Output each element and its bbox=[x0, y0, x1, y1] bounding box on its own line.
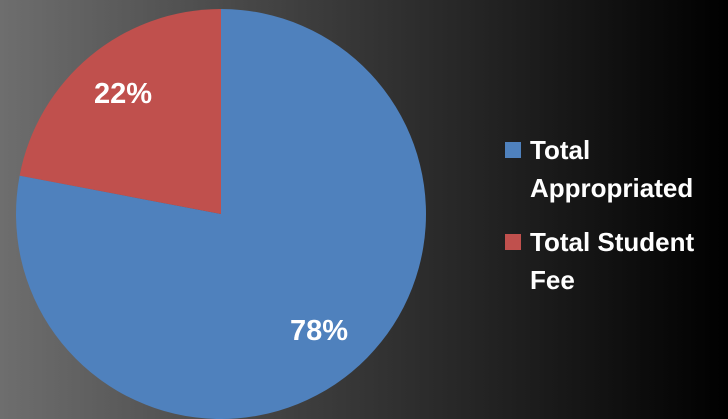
legend-swatch bbox=[505, 142, 521, 158]
data-label: 78% bbox=[290, 315, 348, 347]
data-label: 22% bbox=[94, 78, 152, 110]
legend-label: Total Appropriated bbox=[530, 135, 694, 203]
legend-swatch bbox=[505, 234, 521, 250]
legend-label: Total Student Fee bbox=[530, 227, 695, 295]
pie-slice bbox=[19, 9, 221, 214]
